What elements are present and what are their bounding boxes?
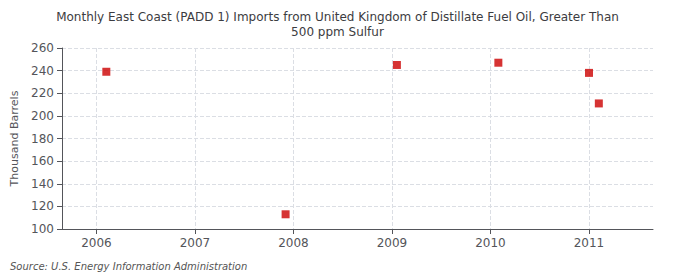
svg-text:180: 180 xyxy=(31,132,54,146)
svg-text:500 ppm Sulfur: 500 ppm Sulfur xyxy=(291,25,384,39)
svg-text:2007: 2007 xyxy=(180,236,211,250)
svg-text:100: 100 xyxy=(31,222,54,236)
svg-text:240: 240 xyxy=(31,64,54,78)
svg-text:Monthly East Coast (PADD 1) Im: Monthly East Coast (PADD 1) Imports from… xyxy=(56,10,619,24)
svg-text:2011: 2011 xyxy=(574,236,605,250)
svg-text:200: 200 xyxy=(31,109,54,123)
svg-text:2006: 2006 xyxy=(81,236,112,250)
svg-text:120: 120 xyxy=(31,199,54,213)
svg-text:160: 160 xyxy=(31,154,54,168)
svg-text:2009: 2009 xyxy=(377,236,408,250)
svg-text:140: 140 xyxy=(31,177,54,191)
svg-text:Thousand Barrels: Thousand Barrels xyxy=(8,90,21,187)
svg-text:2010: 2010 xyxy=(475,236,506,250)
svg-text:220: 220 xyxy=(31,86,54,100)
svg-text:Source: U.S. Energy Informatio: Source: U.S. Energy Information Administ… xyxy=(10,261,247,272)
svg-text:2008: 2008 xyxy=(278,236,309,250)
svg-text:260: 260 xyxy=(31,41,54,55)
